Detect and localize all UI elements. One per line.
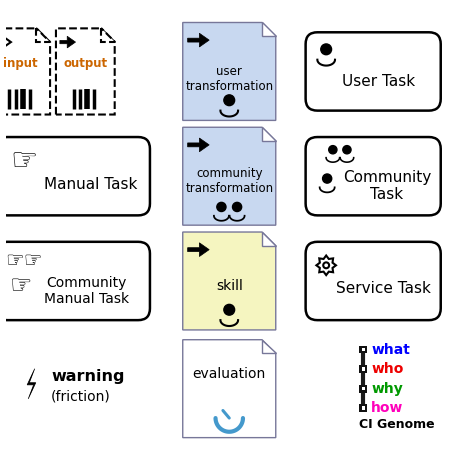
FancyBboxPatch shape: [306, 242, 441, 320]
Circle shape: [323, 174, 332, 183]
FancyBboxPatch shape: [362, 367, 365, 371]
Polygon shape: [183, 340, 276, 438]
FancyBboxPatch shape: [362, 348, 365, 351]
FancyBboxPatch shape: [306, 32, 441, 110]
FancyBboxPatch shape: [359, 385, 367, 392]
Polygon shape: [183, 127, 276, 225]
FancyBboxPatch shape: [362, 387, 365, 391]
Polygon shape: [36, 28, 50, 42]
Text: how: how: [371, 401, 404, 415]
Circle shape: [329, 145, 337, 154]
Text: warning: warning: [51, 370, 125, 384]
Polygon shape: [262, 340, 276, 353]
Text: who: who: [371, 362, 404, 376]
Text: evaluation: evaluation: [192, 367, 266, 381]
Text: Manual Task: Manual Task: [44, 177, 137, 192]
Polygon shape: [262, 127, 276, 141]
Circle shape: [233, 202, 242, 212]
Polygon shape: [187, 33, 209, 47]
Circle shape: [224, 95, 235, 106]
Text: output: output: [63, 57, 107, 70]
Text: ☞☞: ☞☞: [5, 251, 42, 271]
Text: what: what: [371, 343, 410, 356]
Polygon shape: [60, 36, 76, 48]
Text: Service Task: Service Task: [335, 281, 430, 296]
Text: CI Genome: CI Genome: [359, 418, 435, 432]
FancyBboxPatch shape: [359, 404, 367, 412]
Text: user
transformation: user transformation: [185, 65, 273, 93]
Polygon shape: [56, 28, 115, 115]
Text: skill: skill: [216, 279, 243, 293]
Text: why: why: [371, 382, 403, 396]
Polygon shape: [101, 28, 115, 42]
Polygon shape: [187, 138, 209, 152]
FancyBboxPatch shape: [0, 242, 150, 320]
Circle shape: [321, 44, 332, 55]
FancyBboxPatch shape: [362, 406, 365, 410]
FancyBboxPatch shape: [0, 137, 150, 215]
Text: Community
Manual Task: Community Manual Task: [44, 276, 129, 306]
FancyBboxPatch shape: [359, 346, 367, 353]
Polygon shape: [262, 232, 276, 246]
Polygon shape: [183, 232, 276, 330]
Text: ☞: ☞: [10, 147, 37, 176]
Polygon shape: [0, 36, 11, 48]
FancyBboxPatch shape: [306, 137, 441, 215]
Text: Community
Task: Community Task: [343, 170, 431, 202]
Polygon shape: [183, 22, 276, 120]
Text: input: input: [3, 57, 38, 70]
Circle shape: [217, 202, 226, 212]
Polygon shape: [27, 369, 36, 399]
Polygon shape: [262, 22, 276, 36]
FancyBboxPatch shape: [359, 365, 367, 373]
Text: community
transformation: community transformation: [185, 167, 273, 195]
Circle shape: [224, 304, 235, 315]
Circle shape: [343, 145, 351, 154]
Text: ☞: ☞: [10, 275, 32, 299]
Text: User Task: User Task: [342, 74, 415, 89]
Text: (friction): (friction): [51, 390, 111, 404]
Polygon shape: [187, 243, 209, 256]
Polygon shape: [0, 28, 50, 115]
